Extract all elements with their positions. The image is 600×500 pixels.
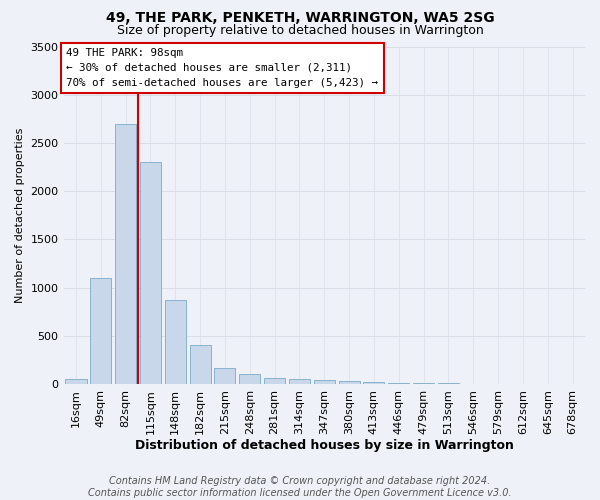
Text: Contains HM Land Registry data © Crown copyright and database right 2024.
Contai: Contains HM Land Registry data © Crown c… <box>88 476 512 498</box>
Bar <box>388 383 409 384</box>
Bar <box>413 383 434 384</box>
Text: 49, THE PARK, PENKETH, WARRINGTON, WA5 2SG: 49, THE PARK, PENKETH, WARRINGTON, WA5 2… <box>106 11 494 25</box>
Bar <box>90 278 112 384</box>
Bar <box>289 378 310 384</box>
Bar <box>140 162 161 384</box>
Bar <box>239 374 260 384</box>
Text: Size of property relative to detached houses in Warrington: Size of property relative to detached ho… <box>116 24 484 37</box>
Bar <box>214 368 235 384</box>
Bar <box>190 346 211 384</box>
X-axis label: Distribution of detached houses by size in Warrington: Distribution of detached houses by size … <box>135 440 514 452</box>
Y-axis label: Number of detached properties: Number of detached properties <box>15 128 25 303</box>
Bar <box>314 380 335 384</box>
Bar <box>65 379 86 384</box>
Bar <box>264 378 285 384</box>
Bar <box>338 380 359 384</box>
Bar <box>165 300 186 384</box>
Bar <box>364 382 385 384</box>
Bar <box>115 124 136 384</box>
Text: 49 THE PARK: 98sqm
← 30% of detached houses are smaller (2,311)
70% of semi-deta: 49 THE PARK: 98sqm ← 30% of detached hou… <box>66 48 378 88</box>
